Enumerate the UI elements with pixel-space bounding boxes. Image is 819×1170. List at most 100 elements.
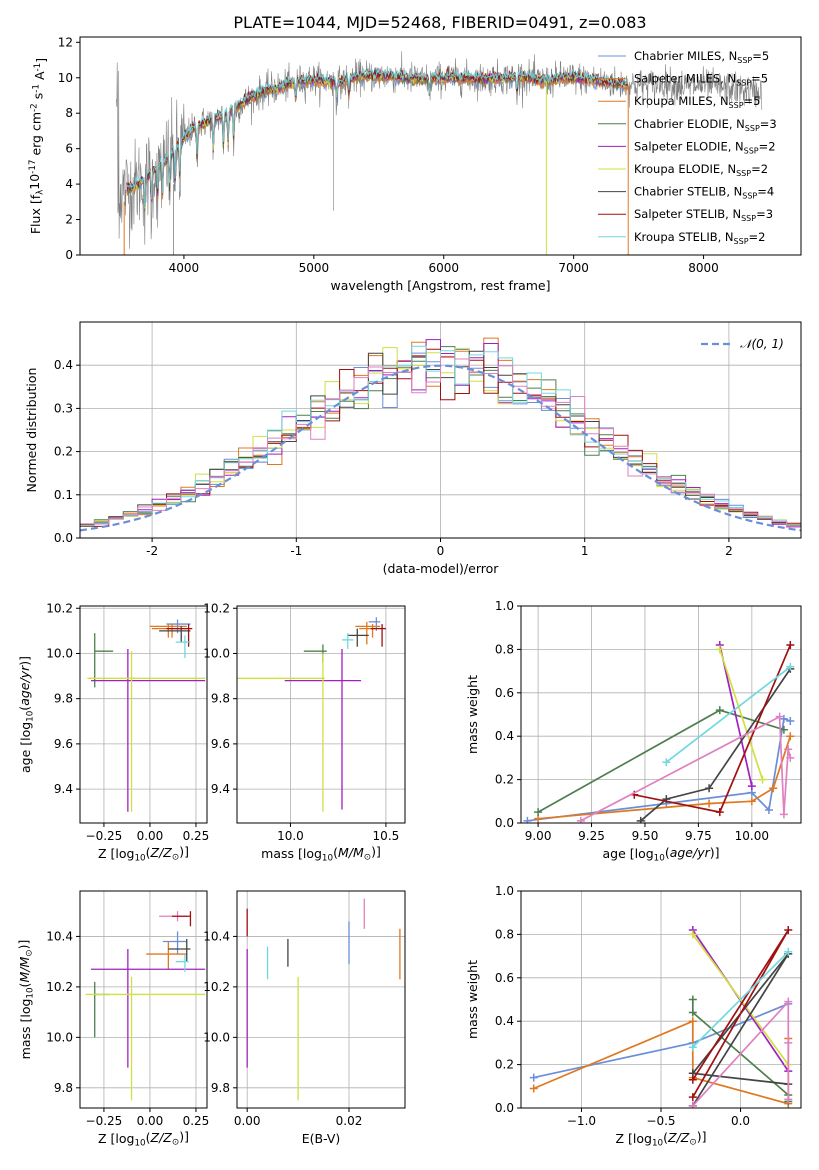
weight-marker: [786, 641, 795, 650]
weight-marker: [779, 714, 788, 723]
y-tick-label: 0.0: [54, 531, 73, 545]
weight-marker: [688, 1075, 697, 1084]
label-fragment: (: [17, 983, 32, 988]
legend-label: 𝒩(0, 1): [740, 337, 784, 351]
y-axis-label: Normed distribution: [24, 368, 39, 493]
label-fragment: ]: [34, 58, 49, 63]
legend-label: Chabrier MILES, NSSP=5: [634, 49, 769, 65]
label-fragment: M/M: [338, 845, 364, 860]
weight-marker: [529, 1084, 538, 1093]
x-tick-label: 8000: [688, 261, 719, 275]
y-tick-label: 10.0: [203, 646, 230, 660]
label-fragment: erg cm: [29, 112, 44, 160]
weight-marker: [758, 775, 767, 784]
label-fragment: Z [log: [616, 1131, 652, 1146]
weight-marker: [662, 758, 671, 767]
label-fragment: wavelength [Angstrom, rest frame]: [330, 278, 550, 293]
x-tick-label: 0.25: [183, 829, 210, 843]
label-fragment: Z/Z: [667, 1130, 690, 1145]
axes-frame: [79, 36, 802, 256]
label-fragment: (: [333, 845, 338, 860]
label-fragment: -1: [33, 63, 43, 72]
mass-vs-ebv-panel: 0.00 0.02 9.8 10.0 10.2 10.4 E(B-V): [203, 890, 406, 1146]
weight-marker: [705, 784, 714, 793]
weight-marker: [784, 997, 793, 1006]
x-tick-label: 4000: [169, 261, 200, 275]
x-axis-label: wavelength [Angstrom, rest frame]: [330, 278, 550, 293]
plot-area: [246, 898, 401, 1101]
y-axis-label: Flux [fλ​10-17​ erg cm-2​ s-1​ A-1​]: [27, 58, 49, 234]
legend-label-sub: SSP: [729, 101, 744, 110]
legend-label-suffix: =3: [756, 207, 773, 221]
y-tick-label: 4: [65, 177, 73, 191]
y-tick-label: 10.4: [46, 929, 73, 943]
label-fragment: )]: [179, 1129, 189, 1144]
weight-series-line: [718, 644, 753, 787]
legend-label-suffix: =5: [744, 94, 761, 108]
weight-marker: [784, 745, 793, 754]
x-tick-label: 0: [437, 544, 445, 558]
label-fragment: 10: [322, 854, 333, 864]
y-tick-label: 0.1: [54, 488, 73, 502]
weight-marker: [715, 808, 724, 817]
weight-marker: [523, 816, 532, 823]
legend-label: Kroupa MILES, NSSP=5: [634, 94, 760, 110]
y-tick-label: 0.6: [495, 686, 514, 700]
label-fragment: (: [663, 1130, 668, 1145]
weight-marker: [764, 805, 773, 814]
y-tick-label: 0.4: [495, 729, 514, 743]
legend-label-sub: SSP: [744, 146, 759, 155]
axes-frame: [79, 605, 208, 824]
legend-label-sub: SSP: [736, 169, 751, 178]
label-fragment: (: [146, 1130, 151, 1145]
x-tick-label: 2: [725, 544, 733, 558]
residuals-panel: -2 -1 0 1 2 0.0 0.1 0.2 0.3 0.4 (data-model)/error…: [24, 321, 802, 576]
histogram-series: [80, 357, 801, 527]
x-tick-label: 10.00: [735, 829, 769, 843]
axes-frame: [236, 890, 406, 1109]
x-tick-label: 9.00: [525, 829, 552, 843]
label-fragment: Flux [f: [28, 194, 43, 234]
label-fragment: s: [30, 93, 45, 104]
label-fragment: mass [log: [18, 999, 33, 1060]
y-tick-label: 8: [65, 106, 73, 120]
spectrum-panel: 4000 5000 6000 7000 8000 0 2 4 6 8 10 12 wavelength …: [27, 35, 802, 293]
plot-area: [80, 337, 801, 532]
label-fragment: (: [17, 706, 32, 711]
y-tick-label: 0.0: [495, 816, 514, 830]
weight-marker: [769, 784, 778, 793]
label-fragment: 10: [134, 1139, 145, 1149]
x-tick-label: −1.0: [567, 1114, 596, 1128]
y-tick-label: 9.4: [54, 782, 73, 796]
y-tick-label: 0.2: [54, 445, 73, 459]
x-tick-label: 9.50: [632, 829, 659, 843]
legend-label-sub: SSP: [741, 214, 756, 223]
weight-marker: [688, 1043, 697, 1052]
y-tick-label: 0.8: [495, 642, 514, 656]
y-axis-label: age [log10​(age/yr)]: [17, 656, 36, 773]
age-vs-metallicity-panel: −0.25 0.00 0.25 9.4 9.6 9.8 10.0 10.2 Z [log10​(…: [17, 601, 209, 863]
label-fragment: Z [log: [98, 846, 134, 861]
y-tick-label: 9.4: [211, 782, 230, 796]
weight-marker: [688, 995, 697, 1004]
label-fragment: ⊙: [364, 853, 371, 863]
label-fragment: Z [log: [98, 1131, 134, 1146]
y-tick-label: 0.2: [495, 1058, 514, 1072]
weight-series-line: [692, 999, 790, 1107]
y-tick-label: 0.2: [495, 773, 514, 787]
y-tick-label: 10.2: [203, 601, 230, 615]
y-tick-label: 0: [65, 248, 73, 262]
label-fragment: 10: [26, 711, 36, 722]
y-tick-label: 0.8: [495, 927, 514, 941]
plot-area: [87, 619, 206, 812]
weight-marker: [529, 1073, 538, 1082]
x-tick-label: −0.5: [646, 1114, 675, 1128]
label-fragment: (: [146, 845, 151, 860]
age-vs-mass-panel: 10.0 10.5 9.4 9.6 9.8 10.0 10.2 mass [log10​(M/…: [203, 601, 406, 864]
legend-label: Salpeter STELIB, NSSP=3: [634, 207, 773, 223]
x-axis-label: age [log10​(age/yr)]: [602, 845, 719, 864]
y-tick-label: 0.0: [495, 1101, 514, 1115]
weight-marker: [786, 732, 795, 741]
x-tick-label: 9.25: [578, 829, 605, 843]
